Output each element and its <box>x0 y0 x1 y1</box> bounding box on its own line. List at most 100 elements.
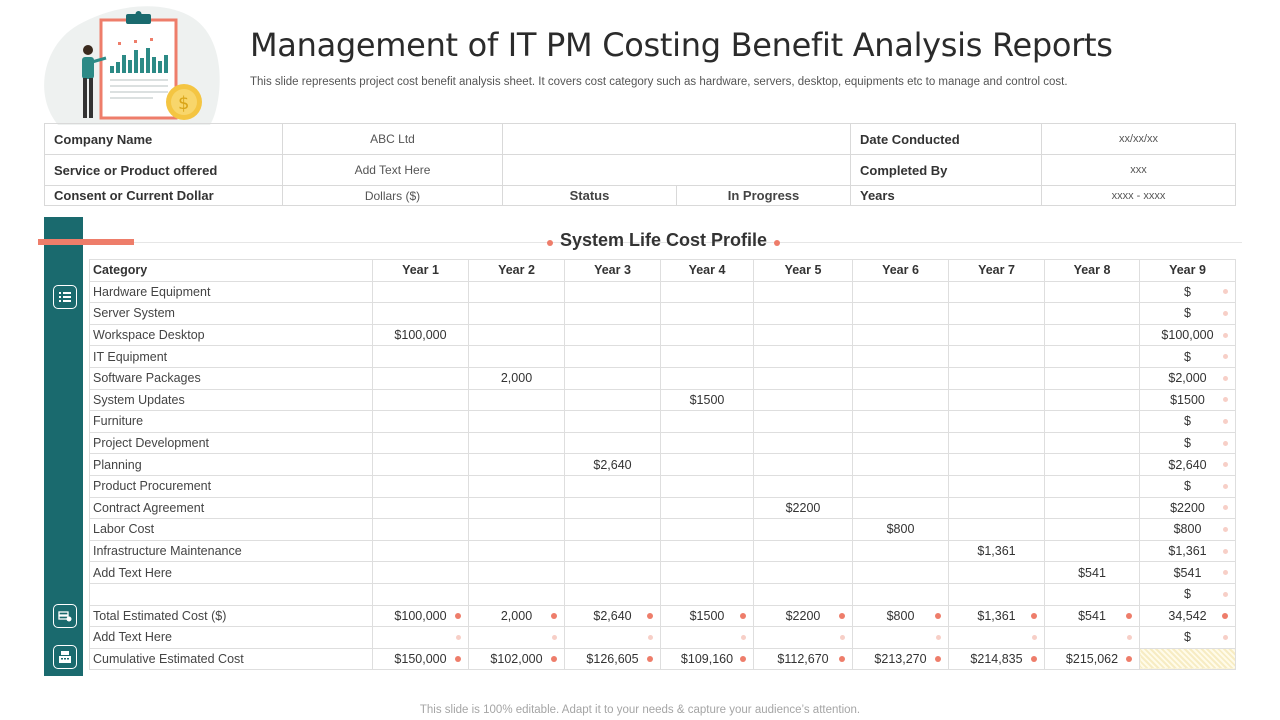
cost-cell[interactable]: $ <box>1139 345 1236 368</box>
cost-cell[interactable] <box>753 582 853 606</box>
cost-cell[interactable]: $215,062 <box>1044 647 1140 671</box>
cost-cell[interactable] <box>948 582 1045 606</box>
cost-cell[interactable] <box>753 539 853 563</box>
cost-cell[interactable] <box>753 518 853 541</box>
cost-cell[interactable]: 2,000 <box>468 604 565 628</box>
cost-cell[interactable] <box>948 366 1045 390</box>
cost-cell[interactable] <box>852 626 949 649</box>
cost-cell[interactable] <box>852 388 949 412</box>
cost-cell[interactable] <box>468 496 565 520</box>
service-value[interactable]: Add Text Here <box>282 154 503 186</box>
cost-cell[interactable] <box>753 388 853 412</box>
cost-cell[interactable] <box>468 431 565 455</box>
cost-cell[interactable] <box>1044 366 1140 390</box>
cost-cell[interactable] <box>660 518 754 541</box>
cost-cell[interactable] <box>564 582 661 606</box>
cost-cell[interactable]: $2200 <box>753 496 853 520</box>
cost-cell[interactable]: $800 <box>1139 518 1236 541</box>
cost-cell[interactable] <box>468 410 565 433</box>
cost-cell[interactable]: $100,000 <box>372 323 469 347</box>
cost-cell[interactable] <box>468 626 565 649</box>
cost-cell[interactable]: $2,640 <box>564 604 661 628</box>
cost-cell[interactable] <box>660 561 754 584</box>
cost-cell[interactable] <box>660 582 754 606</box>
cost-cell[interactable] <box>660 323 754 347</box>
cost-cell[interactable] <box>660 366 754 390</box>
cost-cell[interactable]: 34,542 <box>1139 604 1236 628</box>
cost-cell[interactable] <box>468 302 565 325</box>
cost-cell[interactable]: $1500 <box>660 388 754 412</box>
cost-cell[interactable]: $ <box>1139 626 1236 649</box>
cost-cell[interactable] <box>372 539 469 563</box>
cost-cell[interactable] <box>564 496 661 520</box>
cost-cell[interactable] <box>852 302 949 325</box>
cost-cell[interactable]: $ <box>1139 302 1236 325</box>
cost-cell[interactable] <box>852 345 949 368</box>
cost-cell[interactable] <box>852 496 949 520</box>
cost-cell[interactable]: $800 <box>852 518 949 541</box>
consent-value[interactable]: Dollars ($) <box>282 185 503 206</box>
cost-cell[interactable] <box>852 582 949 606</box>
cost-cell[interactable]: $150,000 <box>372 647 469 671</box>
cost-cell[interactable] <box>564 431 661 455</box>
cost-cell[interactable] <box>468 582 565 606</box>
cost-cell[interactable] <box>468 453 565 476</box>
cost-cell[interactable] <box>564 366 661 390</box>
cost-cell[interactable] <box>660 280 754 304</box>
cost-cell[interactable] <box>852 280 949 304</box>
cost-cell[interactable] <box>948 302 1045 325</box>
cost-cell[interactable] <box>852 453 949 476</box>
cost-cell[interactable] <box>1044 323 1140 347</box>
cost-cell[interactable] <box>1044 518 1140 541</box>
cost-cell[interactable] <box>372 302 469 325</box>
cost-cell[interactable] <box>372 561 469 584</box>
cost-cell[interactable] <box>1044 345 1140 368</box>
cost-cell[interactable] <box>1044 453 1140 476</box>
cost-cell[interactable] <box>372 388 469 412</box>
cost-cell[interactable]: $2200 <box>1139 496 1236 520</box>
cost-cell[interactable]: $ <box>1139 431 1236 455</box>
cost-cell[interactable] <box>753 345 853 368</box>
cost-cell[interactable] <box>753 410 853 433</box>
cost-cell[interactable] <box>372 345 469 368</box>
cost-cell[interactable]: $102,000 <box>468 647 565 671</box>
date-conducted-value[interactable]: xx/xx/xx <box>1041 123 1236 155</box>
cost-cell[interactable] <box>852 410 949 433</box>
cost-cell[interactable] <box>660 496 754 520</box>
cost-cell[interactable] <box>1044 280 1140 304</box>
cost-cell[interactable] <box>948 626 1045 649</box>
cost-cell[interactable] <box>948 410 1045 433</box>
cost-cell[interactable] <box>1044 496 1140 520</box>
cost-cell[interactable]: $2,640 <box>1139 453 1236 476</box>
cost-cell[interactable] <box>948 345 1045 368</box>
cost-cell[interactable] <box>468 561 565 584</box>
cost-cell[interactable] <box>372 453 469 476</box>
cost-cell[interactable] <box>372 474 469 498</box>
cost-cell[interactable]: $1500 <box>660 604 754 628</box>
cost-cell[interactable] <box>948 561 1045 584</box>
cost-cell[interactable] <box>468 518 565 541</box>
cost-cell[interactable] <box>1044 539 1140 563</box>
cost-cell[interactable]: $ <box>1139 474 1236 498</box>
cost-cell[interactable] <box>372 431 469 455</box>
cost-cell[interactable] <box>660 539 754 563</box>
cost-cell[interactable] <box>753 626 853 649</box>
cost-cell[interactable] <box>948 323 1045 347</box>
cost-cell[interactable]: $541 <box>1044 561 1140 584</box>
cost-cell[interactable] <box>660 626 754 649</box>
cost-cell[interactable] <box>948 280 1045 304</box>
cost-cell[interactable] <box>564 561 661 584</box>
cost-cell[interactable] <box>753 453 853 476</box>
cost-cell[interactable] <box>660 453 754 476</box>
cost-cell[interactable]: $800 <box>852 604 949 628</box>
cost-cell[interactable]: $1,361 <box>948 604 1045 628</box>
cost-cell[interactable] <box>948 474 1045 498</box>
cost-cell[interactable]: $100,000 <box>1139 323 1236 347</box>
cost-cell[interactable] <box>564 539 661 563</box>
cost-cell[interactable]: $541 <box>1044 604 1140 628</box>
completed-by-value[interactable]: xxx <box>1041 154 1236 186</box>
cost-cell[interactable] <box>372 626 469 649</box>
cost-cell[interactable]: $ <box>1139 582 1236 606</box>
cost-cell[interactable] <box>948 431 1045 455</box>
cost-cell[interactable] <box>753 323 853 347</box>
